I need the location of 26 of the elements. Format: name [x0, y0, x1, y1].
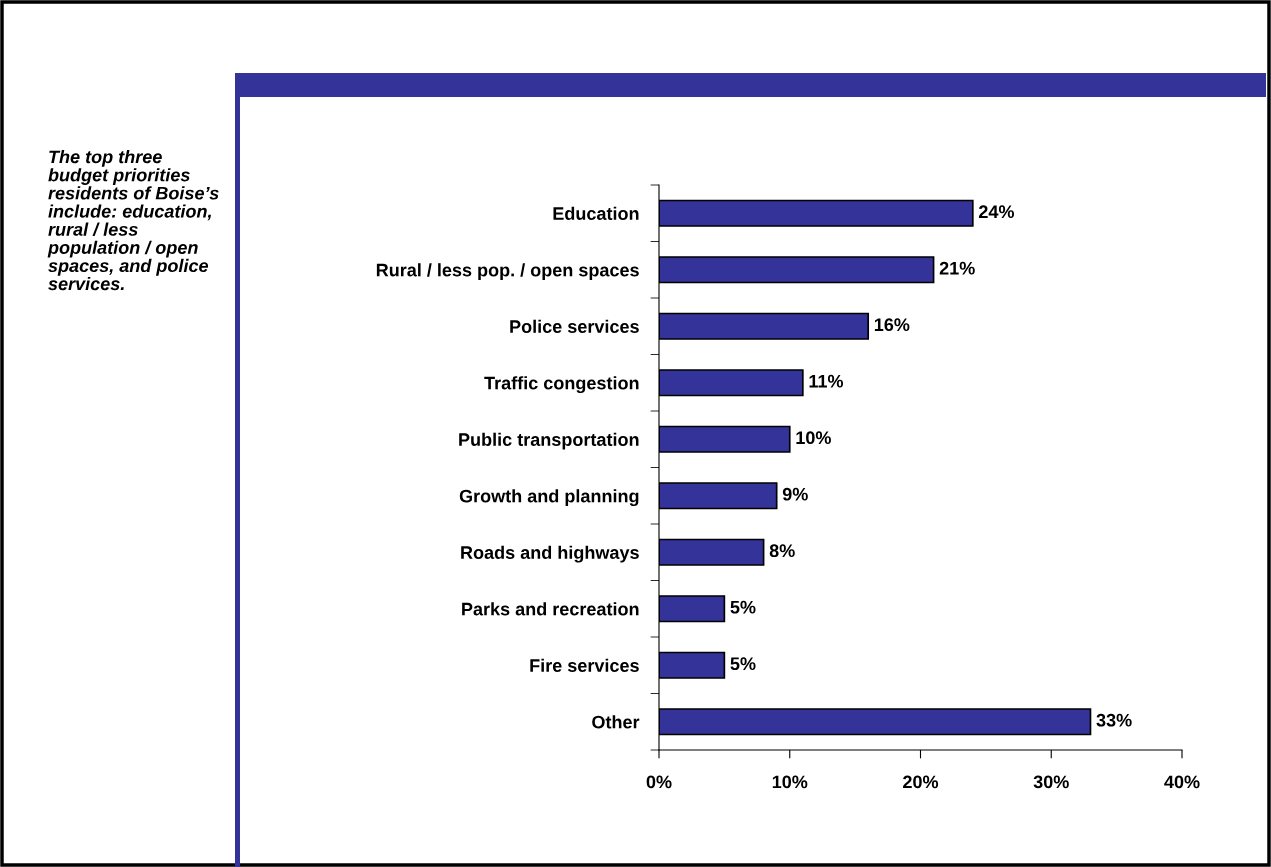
data-label: 5% [730, 600, 756, 614]
x-tick-label: 20% [903, 775, 939, 789]
y-tick-label: Rural / less pop. / open spaces [376, 263, 639, 281]
y-tick-label: Fire services [530, 658, 639, 672]
text: The top three budget priorities residents of Boise’s include: education, rural / less population / open spaces, and police services. [47, 150, 219, 291]
data-label: 21% [939, 261, 975, 275]
data-label: 5% [730, 657, 756, 671]
data-label: 24% [978, 205, 1015, 219]
data-label: 10% [796, 431, 831, 445]
data-label: 33% [1096, 713, 1132, 727]
x-tick-label: 30% [1033, 775, 1069, 789]
data-label: 9% [782, 487, 808, 501]
data-label: 11% [809, 374, 844, 388]
y-tick-label: Police services [510, 319, 639, 333]
x-tick-label: 0% [646, 775, 672, 789]
y-tick-label: Public transportation [459, 432, 639, 450]
y-tick-label: Education [553, 206, 639, 220]
data-label: 8% [769, 544, 795, 558]
x-tick-label: 10% [772, 775, 808, 789]
data-label: 16% [874, 318, 910, 332]
y-tick-label: Parks and recreation [462, 602, 639, 616]
y-tick-label: Other [592, 715, 640, 729]
y-tick-label: Roads and highways [461, 545, 639, 563]
x-tick-label: 40% [1164, 775, 1200, 789]
y-tick-label: Traffic congestion [484, 376, 639, 394]
y-tick-label: Growth and planning [459, 489, 639, 507]
